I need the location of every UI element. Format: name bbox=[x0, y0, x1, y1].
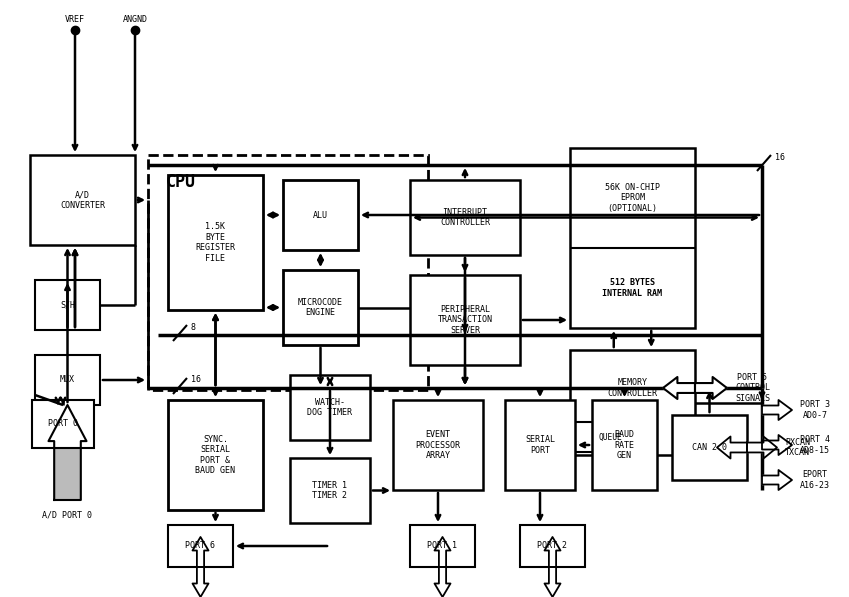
FancyBboxPatch shape bbox=[410, 180, 520, 255]
Text: PORT 6: PORT 6 bbox=[185, 541, 216, 550]
Text: MEMORY
CONTROLLER: MEMORY CONTROLLER bbox=[608, 378, 657, 398]
FancyBboxPatch shape bbox=[30, 155, 135, 245]
Text: 8: 8 bbox=[191, 322, 196, 331]
Text: SERIAL
PORT: SERIAL PORT bbox=[525, 435, 555, 455]
FancyBboxPatch shape bbox=[168, 175, 263, 310]
FancyBboxPatch shape bbox=[32, 400, 94, 448]
Text: S/H: S/H bbox=[60, 300, 75, 309]
Text: INTERRUPT
CONTROLLER: INTERRUPT CONTROLLER bbox=[440, 208, 490, 227]
FancyBboxPatch shape bbox=[283, 270, 358, 345]
Text: EVENT
PROCESSOR
ARRAY: EVENT PROCESSOR ARRAY bbox=[415, 430, 460, 460]
Text: MICROCODE
ENGINE: MICROCODE ENGINE bbox=[298, 298, 343, 317]
FancyBboxPatch shape bbox=[283, 180, 358, 250]
FancyBboxPatch shape bbox=[520, 525, 585, 567]
FancyBboxPatch shape bbox=[290, 458, 370, 523]
Polygon shape bbox=[695, 377, 727, 399]
FancyBboxPatch shape bbox=[148, 155, 428, 390]
Text: 512 BYTES
INTERNAL RAM: 512 BYTES INTERNAL RAM bbox=[603, 278, 662, 298]
Text: 1.5K
BYTE
REGISTER
FILE: 1.5K BYTE REGISTER FILE bbox=[195, 223, 235, 263]
Text: PORT 4
AD8-15: PORT 4 AD8-15 bbox=[800, 435, 830, 455]
Polygon shape bbox=[544, 567, 560, 597]
FancyBboxPatch shape bbox=[35, 280, 100, 330]
Text: MUX: MUX bbox=[60, 376, 75, 384]
Text: VREF: VREF bbox=[65, 16, 85, 24]
Polygon shape bbox=[48, 405, 87, 500]
Text: A/D PORT 0: A/D PORT 0 bbox=[42, 510, 93, 519]
Text: RXCAN
TXCAN: RXCAN TXCAN bbox=[785, 438, 810, 457]
Text: A/D
CONVERTER: A/D CONVERTER bbox=[60, 190, 105, 210]
Polygon shape bbox=[435, 537, 451, 567]
Polygon shape bbox=[435, 567, 451, 597]
FancyBboxPatch shape bbox=[570, 350, 695, 455]
Polygon shape bbox=[193, 567, 209, 597]
Text: EPORT
A16-23: EPORT A16-23 bbox=[800, 470, 830, 490]
Polygon shape bbox=[663, 377, 695, 399]
Polygon shape bbox=[762, 435, 792, 455]
FancyBboxPatch shape bbox=[592, 400, 657, 490]
FancyBboxPatch shape bbox=[505, 400, 575, 490]
Text: PORT 3
AD0-7: PORT 3 AD0-7 bbox=[800, 401, 830, 420]
Text: 16: 16 bbox=[191, 376, 201, 384]
Polygon shape bbox=[762, 400, 792, 420]
FancyBboxPatch shape bbox=[410, 275, 520, 365]
Polygon shape bbox=[717, 436, 747, 458]
FancyBboxPatch shape bbox=[410, 525, 475, 567]
Text: WATCH-
DOG TIMER: WATCH- DOG TIMER bbox=[307, 398, 352, 417]
Text: BAUD
RATE
GEN: BAUD RATE GEN bbox=[615, 430, 634, 460]
FancyBboxPatch shape bbox=[672, 415, 747, 480]
Polygon shape bbox=[544, 537, 560, 567]
Polygon shape bbox=[762, 470, 792, 490]
Polygon shape bbox=[747, 436, 777, 458]
FancyBboxPatch shape bbox=[570, 148, 695, 328]
FancyBboxPatch shape bbox=[575, 422, 645, 452]
Text: PORT 2: PORT 2 bbox=[537, 541, 567, 550]
FancyBboxPatch shape bbox=[168, 400, 263, 510]
Text: CAN 2.0: CAN 2.0 bbox=[692, 443, 727, 452]
FancyBboxPatch shape bbox=[35, 355, 100, 405]
Text: 16: 16 bbox=[775, 152, 785, 162]
FancyBboxPatch shape bbox=[290, 375, 370, 440]
Text: ANGND: ANGND bbox=[122, 16, 148, 24]
Text: QUEUE: QUEUE bbox=[599, 432, 621, 442]
Text: SYNC.
SERIAL
PORT &
BAUD GEN: SYNC. SERIAL PORT & BAUD GEN bbox=[195, 435, 235, 475]
Text: PORT 0: PORT 0 bbox=[48, 420, 78, 429]
Text: CPU: CPU bbox=[166, 173, 196, 191]
Text: ALU: ALU bbox=[313, 211, 328, 220]
Text: 56K ON-CHIP
EPROM
(OPTIONAL): 56K ON-CHIP EPROM (OPTIONAL) bbox=[605, 183, 660, 213]
Text: PORT 1: PORT 1 bbox=[428, 541, 458, 550]
FancyBboxPatch shape bbox=[393, 400, 483, 490]
FancyBboxPatch shape bbox=[168, 525, 233, 567]
Text: TIMER 1
TIMER 2: TIMER 1 TIMER 2 bbox=[312, 481, 347, 500]
Text: PERIPHERAL
TRANSACTION
SERVER: PERIPHERAL TRANSACTION SERVER bbox=[437, 305, 492, 335]
Polygon shape bbox=[193, 537, 209, 567]
Text: PORT 5
CONTROL
SIGNALS: PORT 5 CONTROL SIGNALS bbox=[735, 373, 770, 403]
